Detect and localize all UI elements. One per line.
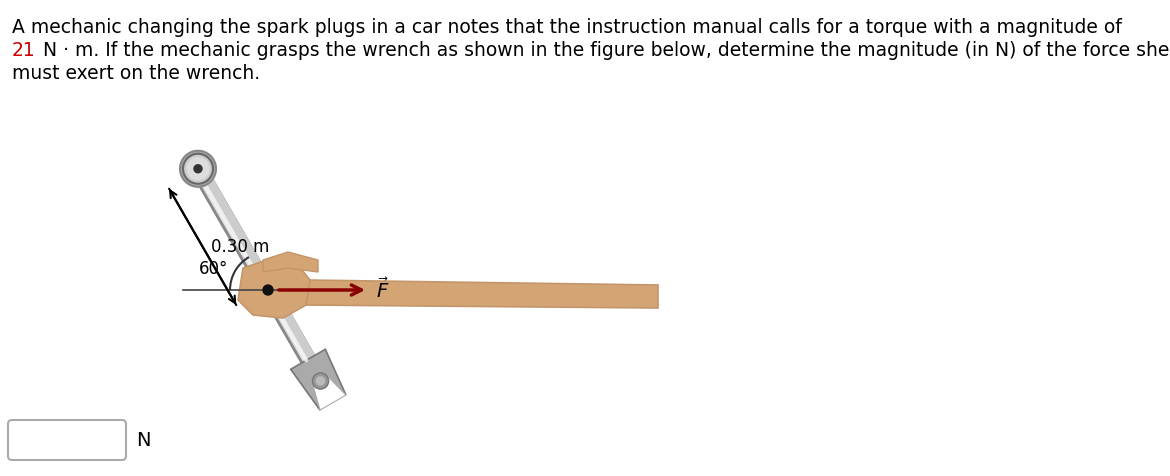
Circle shape — [187, 158, 209, 180]
Text: 0.30 m: 0.30 m — [211, 238, 269, 256]
Text: must exert on the wrench.: must exert on the wrench. — [12, 64, 260, 83]
Text: N: N — [136, 430, 151, 449]
Polygon shape — [312, 375, 346, 410]
Circle shape — [194, 165, 202, 173]
Text: $\vec{F}$: $\vec{F}$ — [376, 278, 390, 302]
Polygon shape — [290, 349, 346, 410]
Circle shape — [317, 377, 324, 385]
FancyBboxPatch shape — [8, 420, 126, 460]
Text: 60°: 60° — [199, 260, 228, 278]
Polygon shape — [263, 252, 318, 272]
Circle shape — [183, 154, 213, 184]
Polygon shape — [238, 258, 310, 318]
Polygon shape — [303, 280, 658, 308]
Circle shape — [312, 373, 329, 389]
Text: 21: 21 — [12, 41, 36, 60]
Circle shape — [180, 151, 216, 187]
Circle shape — [263, 285, 273, 295]
Text: N · m. If the mechanic grasps the wrench as shown in the figure below, determine: N · m. If the mechanic grasps the wrench… — [37, 41, 1169, 60]
Text: A mechanic changing the spark plugs in a car notes that the instruction manual c: A mechanic changing the spark plugs in a… — [12, 18, 1122, 37]
